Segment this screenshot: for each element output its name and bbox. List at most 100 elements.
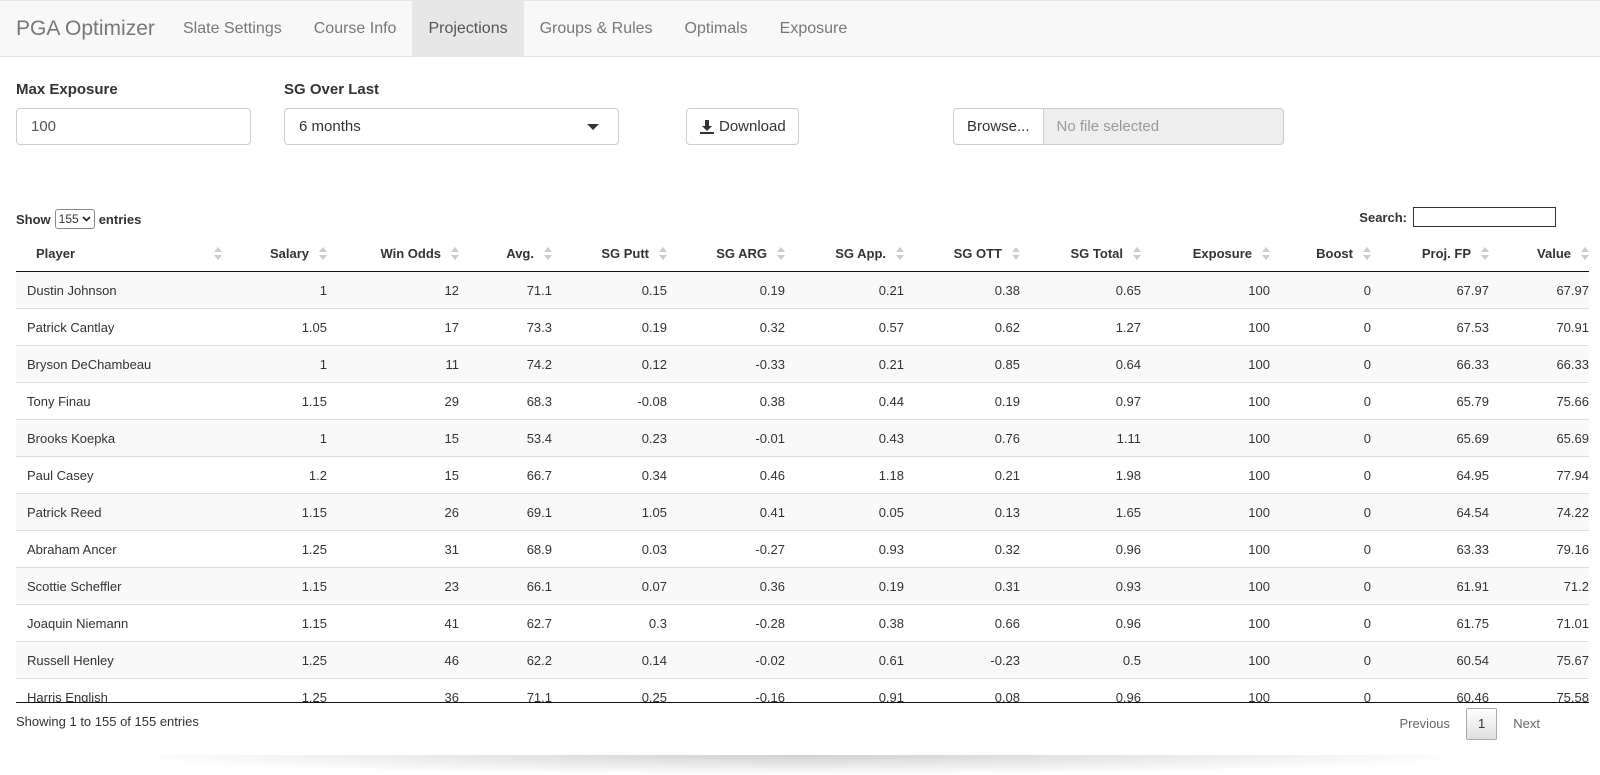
table-cell: 0.38 bbox=[667, 382, 785, 420]
download-icon bbox=[700, 119, 714, 134]
table-row[interactable]: Scottie Scheffler 1.15 23 66.1 0.07 0.36 0.19 0… bbox=[16, 567, 1589, 605]
table-cell: 17 bbox=[327, 308, 459, 346]
table-cell: 29 bbox=[327, 382, 459, 420]
table-cell: 0.21 bbox=[785, 345, 904, 383]
table-cell: 67.53 bbox=[1371, 308, 1489, 346]
table-cell: 71.1 bbox=[459, 271, 552, 309]
table-cell: 0.36 bbox=[667, 567, 785, 605]
sort-icon bbox=[214, 246, 222, 261]
table-row[interactable]: Brooks Koepka 1 15 53.4 0.23 -0.01 0.43 0.76 1.1… bbox=[16, 419, 1589, 457]
column-header-exposure[interactable]: Exposure bbox=[1141, 235, 1270, 272]
table-cell: 0.19 bbox=[552, 308, 667, 346]
sg-over-last-select[interactable]: 6 months bbox=[284, 108, 619, 145]
table-cell: 0.5 bbox=[1020, 641, 1141, 679]
tab-slate-settings[interactable]: Slate Settings bbox=[183, 20, 282, 37]
table-cell: 75.58 bbox=[1489, 678, 1589, 703]
sort-icon bbox=[1012, 246, 1020, 261]
table-cell: 0 bbox=[1270, 530, 1371, 568]
table-cell: 100 bbox=[1141, 530, 1270, 568]
column-header-sg-putt[interactable]: SG Putt bbox=[552, 235, 667, 272]
player-name-cell: Bryson DeChambeau bbox=[16, 345, 226, 383]
table-cell: 0.03 bbox=[552, 530, 667, 568]
column-header-value[interactable]: Value bbox=[1489, 235, 1589, 272]
table-row[interactable]: Patrick Reed 1.15 26 69.1 1.05 0.41 0.05 0.13 1.… bbox=[16, 493, 1589, 531]
page-length-select[interactable]: 155 bbox=[54, 209, 95, 229]
pagination: Previous 1 Next bbox=[1383, 708, 1556, 740]
column-header-boost[interactable]: Boost bbox=[1270, 235, 1371, 272]
column-header-salary[interactable]: Salary bbox=[226, 235, 327, 272]
table-cell: 53.4 bbox=[459, 419, 552, 457]
table-cell: 1.11 bbox=[1020, 419, 1141, 457]
table-cell: 100 bbox=[1141, 271, 1270, 309]
column-header-sg-total[interactable]: SG Total bbox=[1020, 235, 1141, 272]
table-row[interactable]: Patrick Cantlay 1.05 17 73.3 0.19 0.32 0.57 0.6… bbox=[16, 308, 1589, 346]
download-button[interactable]: Download bbox=[686, 108, 799, 145]
search-input[interactable] bbox=[1413, 207, 1556, 227]
column-header-sg-ott[interactable]: SG OTT bbox=[904, 235, 1020, 272]
table-cell: 0.97 bbox=[1020, 382, 1141, 420]
player-name-cell: Russell Henley bbox=[16, 641, 226, 679]
table-cell: 0.85 bbox=[904, 345, 1020, 383]
table-cell: 36 bbox=[327, 678, 459, 703]
sort-icon bbox=[319, 246, 327, 261]
tab-course-info[interactable]: Course Info bbox=[313, 20, 397, 37]
column-header-proj-fp[interactable]: Proj. FP bbox=[1371, 235, 1489, 272]
table-cell: 0 bbox=[1270, 308, 1371, 346]
max-exposure-input[interactable]: 100 bbox=[16, 108, 251, 145]
page-button-current[interactable]: 1 bbox=[1466, 708, 1498, 740]
table-row[interactable]: Dustin Johnson 1 12 71.1 0.15 0.19 0.21 0.38 0.6… bbox=[16, 271, 1589, 309]
table-cell: 100 bbox=[1141, 382, 1270, 420]
table-row[interactable]: Harris English 1.25 36 71.1 0.25 -0.16 0.91 0.0… bbox=[16, 678, 1589, 703]
table-cell: -0.23 bbox=[904, 641, 1020, 679]
table-cell: 62.2 bbox=[459, 641, 552, 679]
sort-icon bbox=[896, 246, 904, 261]
table-cell: 64.54 bbox=[1371, 493, 1489, 531]
sort-icon bbox=[451, 246, 459, 261]
browse-button[interactable]: Browse... bbox=[953, 108, 1044, 145]
table-cell: 65.79 bbox=[1371, 382, 1489, 420]
table-cell: 0.34 bbox=[552, 456, 667, 494]
projections-table-scroll[interactable]: Player Salary Win Odds Avg. SG Putt SG A… bbox=[16, 235, 1589, 703]
table-header-row: Player Salary Win Odds Avg. SG Putt SG A… bbox=[16, 235, 1589, 272]
table-cell: 0 bbox=[1270, 419, 1371, 457]
app-brand[interactable]: PGA Optimizer bbox=[16, 17, 155, 40]
table-cell: 0 bbox=[1270, 456, 1371, 494]
table-cell: 0.96 bbox=[1020, 604, 1141, 642]
table-cell: 0.76 bbox=[904, 419, 1020, 457]
table-cell: 0.23 bbox=[552, 419, 667, 457]
nav-tabs: Slate Settings Course Info Projections G… bbox=[167, 1, 863, 58]
table-row[interactable]: Bryson DeChambeau 1 11 74.2 0.12 -0.33 0.21 0.8… bbox=[16, 345, 1589, 383]
table-row[interactable]: Paul Casey 1.2 15 66.7 0.34 0.46 1.18 0.21 1.98 1… bbox=[16, 456, 1589, 494]
column-header-avg[interactable]: Avg. bbox=[459, 235, 552, 272]
tab-groups-rules[interactable]: Groups & Rules bbox=[539, 20, 653, 37]
sort-icon bbox=[544, 246, 552, 261]
table-cell: 1.15 bbox=[226, 493, 327, 531]
column-header-sg-app[interactable]: SG App. bbox=[785, 235, 904, 272]
table-cell: 0.41 bbox=[667, 493, 785, 531]
column-header-sg-arg[interactable]: SG ARG bbox=[667, 235, 785, 272]
next-button[interactable]: Next bbox=[1513, 716, 1540, 731]
previous-button[interactable]: Previous bbox=[1399, 716, 1451, 731]
table-cell: 0.64 bbox=[1020, 345, 1141, 383]
table-row[interactable]: Tony Finau 1.15 29 68.3 -0.08 0.38 0.44 0.19 0.9… bbox=[16, 382, 1589, 420]
table-row[interactable]: Russell Henley 1.25 46 62.2 0.14 -0.02 0.61 -0.… bbox=[16, 641, 1589, 679]
table-cell: 0.19 bbox=[904, 382, 1020, 420]
player-name-cell: Dustin Johnson bbox=[16, 271, 226, 309]
table-cell: 0.25 bbox=[552, 678, 667, 703]
player-name-cell: Abraham Ancer bbox=[16, 530, 226, 568]
table-cell: 71.1 bbox=[459, 678, 552, 703]
table-cell: 69.1 bbox=[459, 493, 552, 531]
table-cell: 1.15 bbox=[226, 567, 327, 605]
tab-optimals[interactable]: Optimals bbox=[684, 20, 748, 37]
table-row[interactable]: Joaquin Niemann 1.15 41 62.7 0.3 -0.28 0.38 0.6… bbox=[16, 604, 1589, 642]
table-row[interactable]: Abraham Ancer 1.25 31 68.9 0.03 -0.27 0.93 0.32… bbox=[16, 530, 1589, 568]
chevron-down-icon bbox=[82, 216, 91, 222]
tab-projections[interactable]: Projections bbox=[412, 1, 524, 57]
table-cell: 1.2 bbox=[226, 456, 327, 494]
column-header-player[interactable]: Player bbox=[16, 235, 226, 272]
table-cell: 0.61 bbox=[785, 641, 904, 679]
table-cell: -0.16 bbox=[667, 678, 785, 703]
table-cell: 0.32 bbox=[904, 530, 1020, 568]
tab-exposure[interactable]: Exposure bbox=[779, 20, 848, 37]
column-header-win-odds[interactable]: Win Odds bbox=[327, 235, 459, 272]
